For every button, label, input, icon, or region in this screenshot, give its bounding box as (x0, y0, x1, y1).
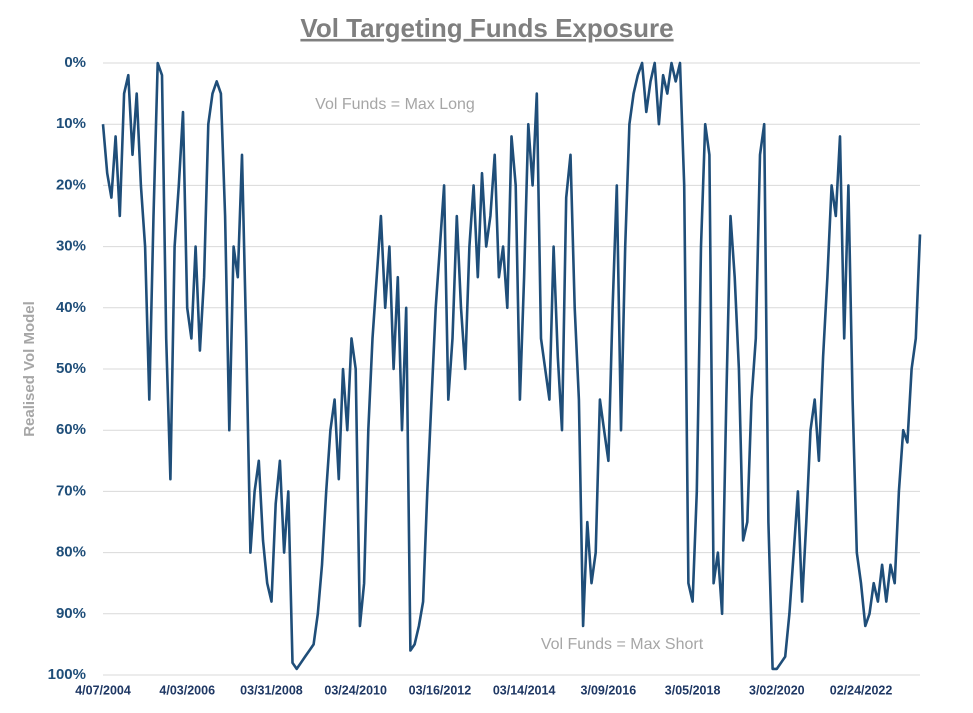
x-tick-label: 3/02/2020 (749, 683, 805, 697)
x-tick-label: 03/14/2014 (493, 683, 556, 697)
x-tick-label: 03/16/2012 (409, 683, 472, 697)
y-tick-label: 80% (56, 544, 86, 561)
x-tick-label: 3/09/2016 (581, 683, 637, 697)
y-tick-label: 50% (56, 360, 86, 377)
y-tick-label: 100% (48, 666, 86, 683)
y-tick-label: 10% (56, 115, 86, 132)
chart-title: Vol Targeting Funds Exposure (300, 13, 673, 43)
x-tick-label: 03/24/2010 (324, 683, 387, 697)
y-tick-label: 40% (56, 299, 86, 316)
annotation: Vol Funds = Max Short (541, 636, 704, 653)
x-tick-label: 3/05/2018 (665, 683, 721, 697)
y-tick-label: 0% (64, 54, 86, 71)
y-axis-label: Realised Vol Model (21, 301, 38, 437)
y-tick-label: 60% (56, 421, 86, 438)
x-tick-label: 4/07/2004 (75, 683, 131, 697)
x-tick-label: 02/24/2022 (830, 683, 893, 697)
y-tick-label: 90% (56, 605, 86, 622)
annotation: Vol Funds = Max Long (315, 96, 475, 113)
x-tick-label: 03/31/2008 (240, 683, 303, 697)
y-tick-label: 30% (56, 238, 86, 255)
x-tick-label: 4/03/2006 (159, 683, 215, 697)
y-tick-label: 70% (56, 482, 86, 499)
data-line (101, 61, 922, 671)
y-tick-label: 20% (56, 176, 86, 193)
